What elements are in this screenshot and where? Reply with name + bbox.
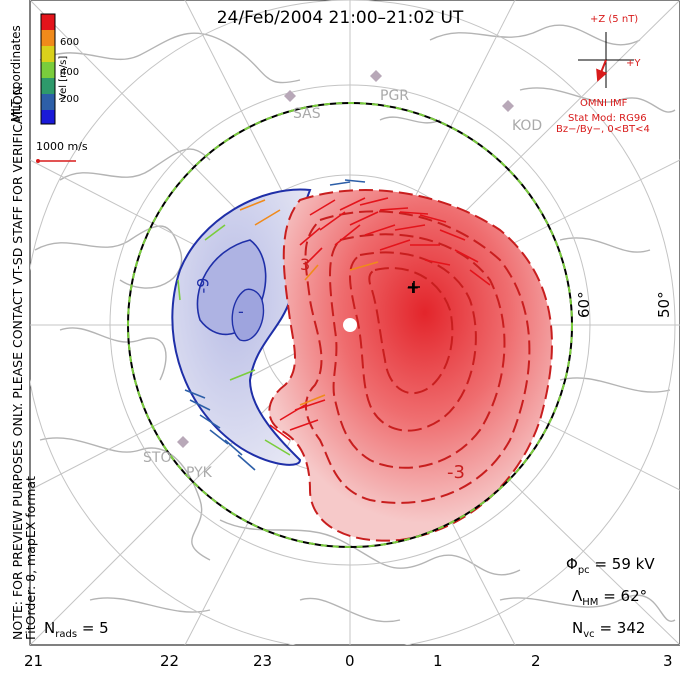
mlt-tick-23: 23 (253, 652, 273, 670)
positive-extremum-label: + (406, 278, 420, 297)
mlt-tick-2: 2 (531, 652, 541, 670)
mlt-tick-22: 22 (160, 652, 180, 670)
contour-label-neg9: -9 (193, 277, 213, 294)
station-kod: KOD (512, 118, 543, 134)
latitude-label-50: 50° (655, 291, 673, 318)
station-sas: SAS (293, 106, 321, 122)
hm-latitude: ΛHM = 62° (572, 587, 648, 608)
imf-y-label: +Y (626, 58, 641, 69)
colorbar-tick-400: 400 (60, 67, 80, 78)
station-pgr: PGR (380, 88, 410, 104)
cross-polar-potential: Φpc = 59 kV (566, 555, 655, 576)
scale-vector-label: 1000 m/s (36, 140, 88, 153)
imf-z-label: +Z (5 nT) (590, 14, 639, 25)
mlt-tick-1: 1 (433, 652, 443, 670)
stat-model: Stat Mod: RG96 (568, 113, 647, 124)
station-marker (370, 70, 382, 82)
colorbar-tick-200: 200 (60, 94, 80, 105)
vector-count: Nvc = 342 (572, 619, 646, 640)
colorbar-tick-600: 600 (60, 37, 80, 48)
coastlines (34, 24, 676, 623)
imf-source: OMNI IMF (580, 98, 628, 109)
velocity-vectors (177, 179, 491, 471)
hm-boundary (127, 102, 573, 548)
station-pyk: PYK (186, 465, 212, 481)
station-marker (177, 436, 189, 448)
mlt-tick-0: 0 (345, 652, 355, 670)
station-marker (284, 90, 296, 102)
positive-contours (268, 189, 553, 542)
radar-sites (177, 70, 514, 448)
magnetic-pole (343, 318, 357, 332)
radar-count: Nrads = 5 (44, 619, 109, 640)
contour-label-neg3: -3 (447, 462, 465, 483)
negative-extremum-label: - (238, 302, 244, 321)
station-marker (502, 100, 514, 112)
fit-order-label: FitOrder: 8, mapEX format (23, 476, 38, 640)
imf-clock (578, 32, 634, 88)
negative-contour-core (231, 288, 265, 342)
mlt-tick-3: 3 (663, 652, 673, 670)
imf-condition: Bz−/By−, 0<BT<4 (556, 124, 650, 135)
map-title: 24/Feb/2004 21:00–21:02 UT (216, 8, 464, 28)
mlt-tick-21: 21 (24, 652, 44, 670)
station-sto: STO (143, 450, 172, 466)
latitude-label-60: 60° (575, 291, 593, 318)
potential-max-marker (408, 281, 420, 293)
scale-vector-origin (36, 159, 40, 163)
contour-label-3: 3 (300, 255, 311, 274)
colorbar (40, 13, 56, 125)
